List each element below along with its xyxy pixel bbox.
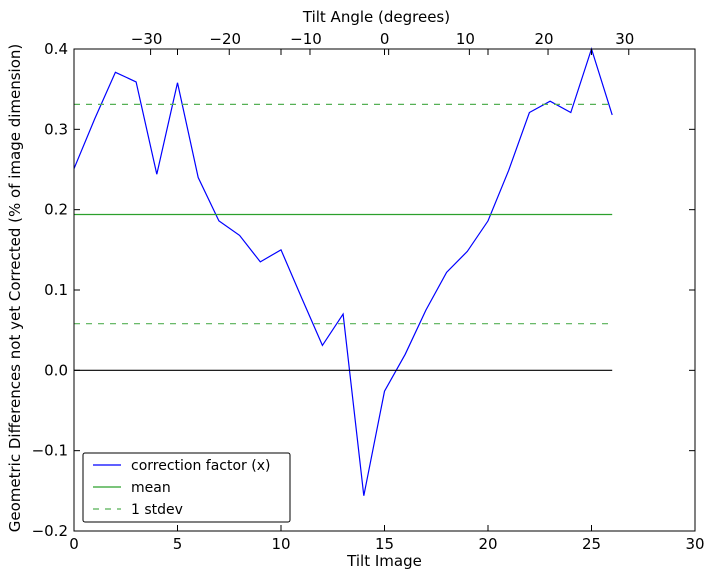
top-tick-label: 30 bbox=[615, 30, 634, 48]
y-tick-label: 0.3 bbox=[44, 120, 68, 138]
y-tick-label: −0.1 bbox=[32, 442, 68, 460]
x-axis-label: Tilt Image bbox=[346, 552, 422, 570]
x-tick-label: 20 bbox=[478, 535, 497, 553]
x-tick-label: 15 bbox=[375, 535, 394, 553]
top-tick-label: 20 bbox=[534, 30, 553, 48]
legend-label: mean bbox=[131, 480, 171, 496]
axis-ticks: 0 5 10 15 20 25 30 −0.2 −0.1 0.0 0.1 0.2 0.3 0.4 −30 −2… bbox=[32, 30, 705, 553]
top-tick-label: −30 bbox=[131, 30, 163, 48]
legend-label: 1 stdev bbox=[131, 502, 183, 518]
y-axis-label: Geometric Differences not yet Corrected … bbox=[6, 44, 24, 533]
y-tick-label: 0.0 bbox=[44, 361, 68, 379]
x-tick-label: 0 bbox=[69, 535, 79, 553]
y-tick-label: 0.1 bbox=[44, 281, 68, 299]
y-tick-label: 0.4 bbox=[44, 40, 68, 58]
legend-label: correction factor (x) bbox=[131, 458, 270, 474]
top-tick-label: −10 bbox=[290, 30, 322, 48]
top-tick-label: 0 bbox=[380, 30, 390, 48]
top-tick-label: 10 bbox=[456, 30, 475, 48]
legend: correction factor (x) mean 1 stdev bbox=[82, 452, 291, 523]
x-tick-label: 30 bbox=[685, 535, 704, 553]
x-tick-label: 25 bbox=[582, 535, 601, 553]
x-tick-label: 5 bbox=[173, 535, 183, 553]
y-tick-label: 0.2 bbox=[44, 201, 68, 219]
y-tick-label: −0.2 bbox=[32, 522, 68, 540]
x-tick-label: 10 bbox=[271, 535, 290, 553]
top-axis-label: Tilt Angle (degrees) bbox=[302, 8, 450, 26]
series-correction-factor-x bbox=[73, 47, 613, 496]
plot-lines bbox=[73, 47, 613, 496]
top-tick-label: −20 bbox=[209, 30, 241, 48]
legend-box bbox=[82, 452, 291, 523]
